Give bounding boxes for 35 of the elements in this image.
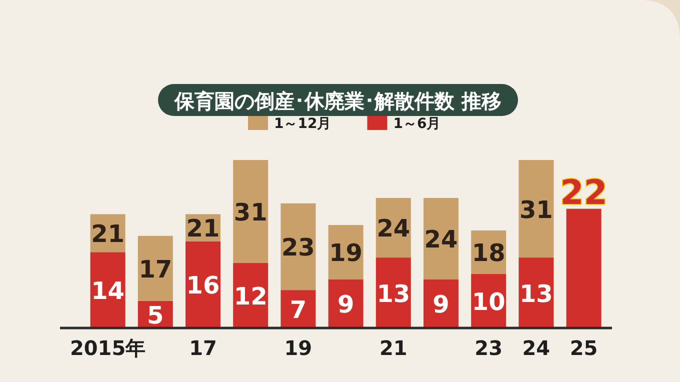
data-label: 9: [337, 290, 354, 319]
total-label: 24: [424, 226, 458, 254]
total-label: 19: [329, 239, 363, 268]
total-label: 21: [186, 214, 220, 243]
total-label: 18: [472, 239, 506, 268]
data-label: 13: [376, 280, 410, 308]
x-tick-label: 21: [379, 336, 408, 360]
data-label: 12: [234, 282, 268, 310]
bar: [233, 160, 268, 263]
total-label: 23: [281, 234, 315, 262]
bar: [280, 203, 316, 290]
data-label: 22: [560, 172, 608, 213]
data-label: 9: [432, 290, 450, 319]
x-tick-label: 2015年: [70, 336, 146, 360]
data-label: 7: [290, 296, 307, 324]
chart-title: 保育園の倒産･休廃業･解散件数 推移: [174, 89, 502, 113]
legend-label: 1～12月: [274, 116, 332, 132]
data-label: 13: [519, 280, 553, 308]
total-label: 17: [138, 255, 172, 284]
data-label: 14: [91, 277, 125, 306]
data-label: 5: [147, 301, 164, 330]
total-label: 24: [376, 214, 410, 243]
bar: [566, 208, 602, 328]
data-label: 10: [472, 288, 506, 316]
data-label: 16: [186, 272, 220, 300]
total-label: 31: [234, 198, 268, 226]
x-tick-label: 24: [522, 336, 550, 360]
total-label: 21: [91, 220, 125, 248]
total-label: 31: [519, 196, 553, 224]
x-tick-label: 23: [474, 336, 503, 360]
bar: [518, 160, 554, 258]
x-tick-label: 17: [189, 336, 217, 360]
x-tick-label: 25: [570, 336, 598, 360]
legend-label: 1～6月: [393, 116, 441, 132]
x-tick-label: 19: [284, 336, 312, 360]
